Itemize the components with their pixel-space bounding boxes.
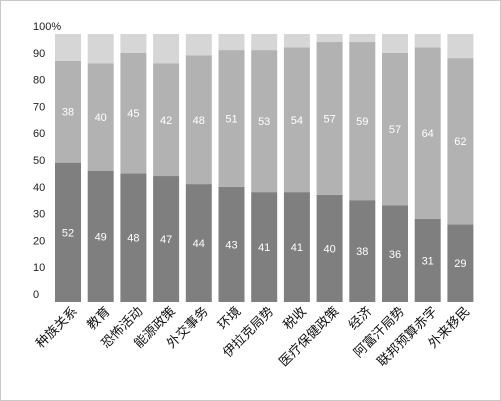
bar-segment (55, 34, 81, 61)
bar-segment (218, 186, 245, 302)
bar-segment (120, 173, 147, 302)
data-label: 40 (95, 112, 107, 124)
y-tick-label: 30 (33, 209, 45, 221)
y-tick-label: 20 (33, 235, 45, 247)
data-label: 41 (258, 242, 270, 254)
data-label: 38 (62, 107, 74, 119)
data-label: 41 (291, 242, 303, 254)
y-tick-label: 60 (33, 128, 45, 140)
x-category-label: 税收 (281, 304, 310, 333)
bar-segment (349, 34, 376, 43)
data-label: 52 (62, 227, 74, 239)
y-tick-label: 70 (33, 101, 45, 113)
data-label: 43 (225, 239, 237, 251)
bar-segment (87, 170, 114, 302)
bar-segment (251, 50, 278, 193)
bar-segment (447, 224, 474, 302)
data-label: 53 (258, 116, 270, 128)
data-label: 48 (127, 233, 139, 245)
bar-segment (218, 34, 245, 51)
bar-segment (349, 42, 376, 201)
y-tick-label: 50 (33, 155, 45, 167)
y-tick-label: 100% (33, 21, 61, 33)
data-label: 29 (454, 258, 466, 270)
data-label: 48 (193, 115, 205, 127)
bar-segment (185, 34, 212, 56)
x-category-label: 经济 (346, 304, 375, 333)
bar-segment (153, 63, 180, 177)
data-label: 62 (454, 136, 466, 148)
bar-segment (316, 194, 343, 302)
bar-segment (55, 60, 81, 163)
bar-segment (283, 47, 310, 193)
data-label: 40 (323, 243, 335, 255)
bar-segment (120, 52, 147, 174)
bar-segment (382, 52, 408, 206)
bar-segment (153, 176, 180, 302)
bar-area: 52 38 49 40 48 45 47 42 44 48 43 51 41 53 41 54 40 57 38 59… (55, 34, 474, 302)
bar-segment (218, 50, 245, 187)
bar-segment (316, 34, 343, 43)
bar-segment (153, 34, 180, 64)
bar-segment (55, 162, 81, 302)
bar-segment (185, 55, 212, 185)
data-label: 44 (193, 238, 205, 250)
bar-segment (283, 192, 310, 302)
data-label: 36 (389, 249, 401, 261)
bar-segment (414, 47, 441, 219)
data-label: 59 (356, 116, 368, 128)
bar-segment (382, 205, 408, 302)
data-label: 51 (225, 113, 237, 125)
data-label: 57 (389, 124, 401, 136)
data-label: 54 (291, 115, 303, 127)
data-label: 49 (95, 231, 107, 243)
y-tick-label: 0 (33, 289, 39, 301)
x-category-label: 教育 (84, 304, 114, 334)
bar-segment (382, 34, 408, 53)
x-category-label: 环境 (215, 304, 244, 333)
y-tick-label: 90 (33, 48, 45, 60)
bar-segment (447, 34, 474, 59)
x-category-label: 种族关系 (33, 304, 81, 352)
bar-segment (349, 200, 376, 302)
bar-segment (283, 34, 310, 48)
y-tick-label: 80 (33, 75, 45, 87)
y-tick-label: 40 (33, 182, 45, 194)
data-label: 42 (160, 115, 172, 127)
data-label: 38 (356, 246, 368, 258)
bar-segment (414, 34, 441, 48)
data-label: 64 (422, 128, 434, 140)
y-axis: 0 10 20 30 40 50 60 70 80 90 100% (33, 21, 61, 301)
bar-segment (87, 63, 114, 171)
bar-segment (120, 34, 147, 53)
x-category-label: 医疗保健政策 (276, 304, 342, 370)
bar-segment (87, 34, 114, 64)
bar-segment (185, 184, 212, 302)
data-label: 57 (323, 113, 335, 125)
data-label: 47 (160, 234, 172, 246)
bar-segment (414, 218, 441, 302)
bar-segment (251, 192, 278, 302)
bar-segment (251, 34, 278, 51)
bar-segment (316, 42, 343, 195)
data-label: 31 (422, 255, 434, 267)
bar-segment (447, 58, 474, 225)
data-label: 45 (127, 108, 139, 120)
y-tick-label: 10 (33, 262, 45, 274)
